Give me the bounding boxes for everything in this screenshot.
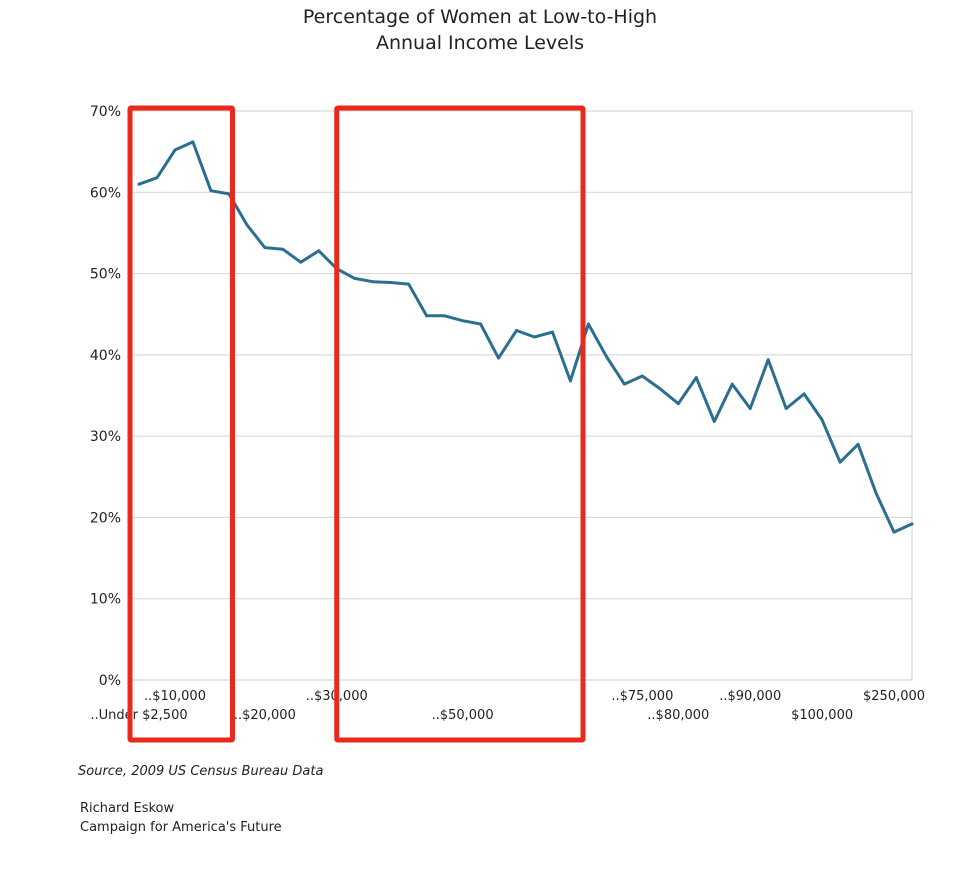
x-tick-label: ..$90,000 [719,689,781,704]
data-point [191,140,195,144]
series-line [137,140,914,534]
y-tick-label: 0% [99,673,121,689]
data-point [497,356,500,360]
data-point [155,176,159,180]
data-point [389,281,393,284]
highlight-box [334,105,586,743]
data-point [694,376,698,380]
data-point [353,277,357,280]
data-point [604,355,608,358]
y-tick-label: 30% [90,429,121,445]
x-tick-label: ..$20,000 [234,708,296,723]
series-group [137,140,914,534]
data-point [137,182,141,186]
y-tick-label: 20% [90,510,121,526]
chart-title-line-1: Percentage of Women at Low-to-High [303,6,657,28]
data-point [838,460,842,464]
data-point [551,330,554,334]
data-point [802,392,806,396]
data-point [461,319,464,323]
data-point [173,148,177,152]
data-point [515,329,518,332]
y-tick-label: 70% [90,104,121,120]
data-point [587,322,590,326]
x-tick-label: ..Under $2,500 [90,708,187,723]
x-tick-label: ..$50,000 [432,708,494,723]
data-point [443,314,447,318]
x-tick-label: ..$75,000 [611,689,673,704]
data-point [856,442,860,446]
data-point [622,382,626,386]
data-point [784,407,788,410]
data-point [479,322,482,326]
data-point [712,420,716,423]
y-tick-label: 60% [90,185,121,201]
data-point [766,358,770,362]
data-point [245,223,249,227]
data-point [874,491,878,495]
highlight-box [127,105,235,743]
gridlines [131,191,912,600]
data-point [820,418,824,422]
data-point [748,407,752,410]
data-point [263,246,267,249]
author-name: Richard Eskow [80,801,175,816]
y-tick-label: 50% [90,267,121,283]
data-point [407,282,411,286]
y-tick-label: 10% [90,592,121,608]
data-point [425,314,429,318]
x-tick-label: $100,000 [791,708,853,723]
chart-title-line-2: Annual Income Levels [376,32,584,54]
data-point [227,192,231,196]
data-point [281,247,285,251]
highlight-boxes [127,105,586,743]
data-point [640,374,644,378]
source-note: Source, 2009 US Census Bureau Data [78,764,324,779]
data-point [892,530,896,534]
plot-area-frame [130,110,913,681]
x-tick-label: ..$10,000 [144,689,206,704]
data-point [676,402,680,406]
data-point [569,379,572,383]
x-axis: ..Under $2,500..$10,000..$20,000..$30,00… [90,689,925,723]
data-point [910,522,914,526]
y-tick-label: 40% [90,348,121,364]
data-point [730,382,734,386]
author-org: Campaign for America's Future [80,820,282,835]
y-axis: 0% 10% 20% 30% 40% 50% 60% 70% [90,104,121,689]
data-point [299,260,303,264]
x-tick-label: ..$80,000 [647,708,709,723]
data-point [317,249,321,253]
data-point [658,387,662,391]
x-tick-label: $250,000 [863,689,925,704]
data-point [533,335,536,339]
data-point [209,189,213,193]
data-point [371,280,375,284]
